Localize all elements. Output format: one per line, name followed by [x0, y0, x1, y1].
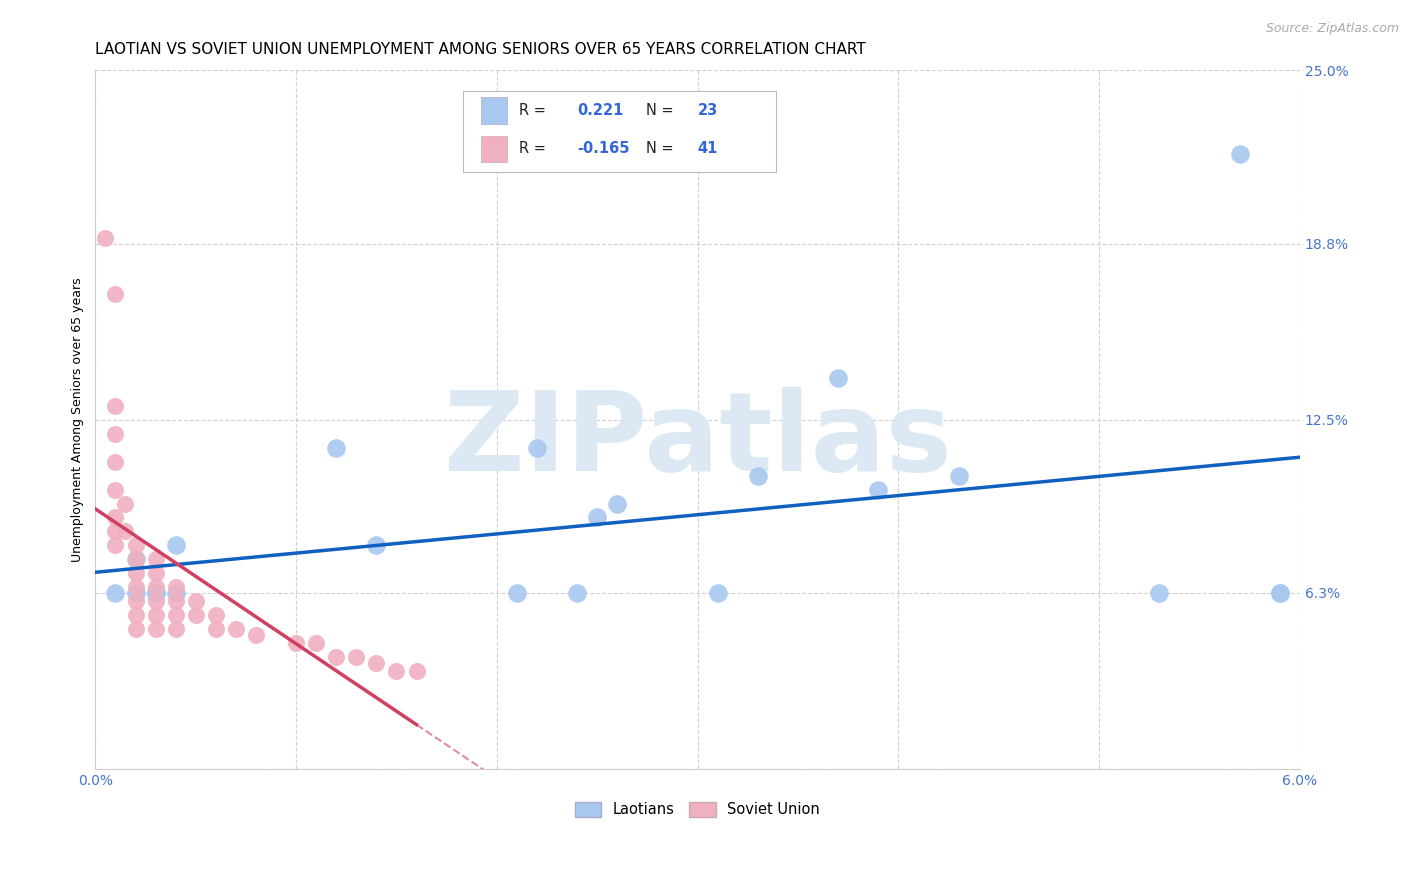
Point [145, 608, 167, 623]
Text: Source: ZipAtlas.com: Source: ZipAtlas.com [1265, 22, 1399, 36]
Point [184, 608, 207, 623]
Point [325, 441, 347, 455]
Point [124, 566, 146, 581]
Point [124, 586, 146, 600]
Point [165, 586, 187, 600]
Point [104, 399, 127, 413]
Point [225, 622, 247, 636]
Point [124, 622, 146, 636]
Text: LAOTIAN VS SOVIET UNION UNEMPLOYMENT AMONG SENIORS OVER 65 YEARS CORRELATION CHA: LAOTIAN VS SOVIET UNION UNEMPLOYMENT AMO… [96, 42, 866, 57]
Point [124, 552, 146, 566]
Point [285, 636, 308, 650]
Text: R =: R = [519, 141, 551, 156]
Point [104, 510, 127, 524]
Point [104, 454, 127, 468]
Point [204, 608, 226, 623]
Point [165, 538, 187, 552]
Text: -0.165: -0.165 [576, 141, 630, 156]
Point [1229, 147, 1251, 161]
Point [868, 483, 890, 497]
Point [145, 580, 167, 594]
Point [145, 586, 167, 600]
Point [526, 441, 548, 455]
Point [586, 510, 609, 524]
Point [124, 552, 146, 566]
Point [104, 426, 127, 441]
Point [385, 664, 408, 678]
Point [145, 586, 167, 600]
Point [366, 538, 388, 552]
Point [1149, 586, 1171, 600]
Point [104, 524, 127, 539]
Point [124, 608, 146, 623]
Y-axis label: Unemployment Among Seniors over 65 years: Unemployment Among Seniors over 65 years [72, 277, 84, 562]
Point [405, 664, 427, 678]
Point [124, 580, 146, 594]
Text: N =: N = [645, 141, 678, 156]
Point [366, 656, 388, 670]
Text: 0.221: 0.221 [576, 103, 623, 118]
Point [104, 538, 127, 552]
Point [325, 650, 347, 665]
FancyBboxPatch shape [463, 91, 776, 172]
Point [114, 524, 136, 539]
Point [827, 371, 849, 385]
Point [1268, 586, 1291, 600]
Point [565, 586, 588, 600]
Text: N =: N = [645, 103, 678, 118]
Text: 23: 23 [697, 103, 718, 118]
Point [305, 636, 328, 650]
Point [145, 594, 167, 608]
Text: 41: 41 [697, 141, 718, 156]
Point [145, 566, 167, 581]
Bar [481, 136, 508, 162]
Point [104, 586, 127, 600]
Text: R =: R = [519, 103, 551, 118]
Point [165, 580, 187, 594]
Point [145, 622, 167, 636]
Text: ZIPatlas: ZIPatlas [444, 387, 952, 494]
Point [706, 586, 728, 600]
Point [1268, 586, 1291, 600]
Point [747, 468, 769, 483]
Point [124, 594, 146, 608]
Point [245, 628, 267, 642]
Point [124, 538, 146, 552]
Point [344, 650, 367, 665]
Point [165, 608, 187, 623]
Point [204, 622, 226, 636]
Point [184, 594, 207, 608]
Point [104, 483, 127, 497]
Bar [481, 97, 508, 123]
Point [506, 586, 529, 600]
Point [606, 496, 628, 510]
Point [145, 552, 167, 566]
Legend: Laotians, Soviet Union: Laotians, Soviet Union [568, 795, 827, 824]
Point [94, 231, 117, 245]
Point [114, 496, 136, 510]
Point [165, 622, 187, 636]
Point [104, 287, 127, 301]
Point [948, 468, 970, 483]
Point [165, 594, 187, 608]
